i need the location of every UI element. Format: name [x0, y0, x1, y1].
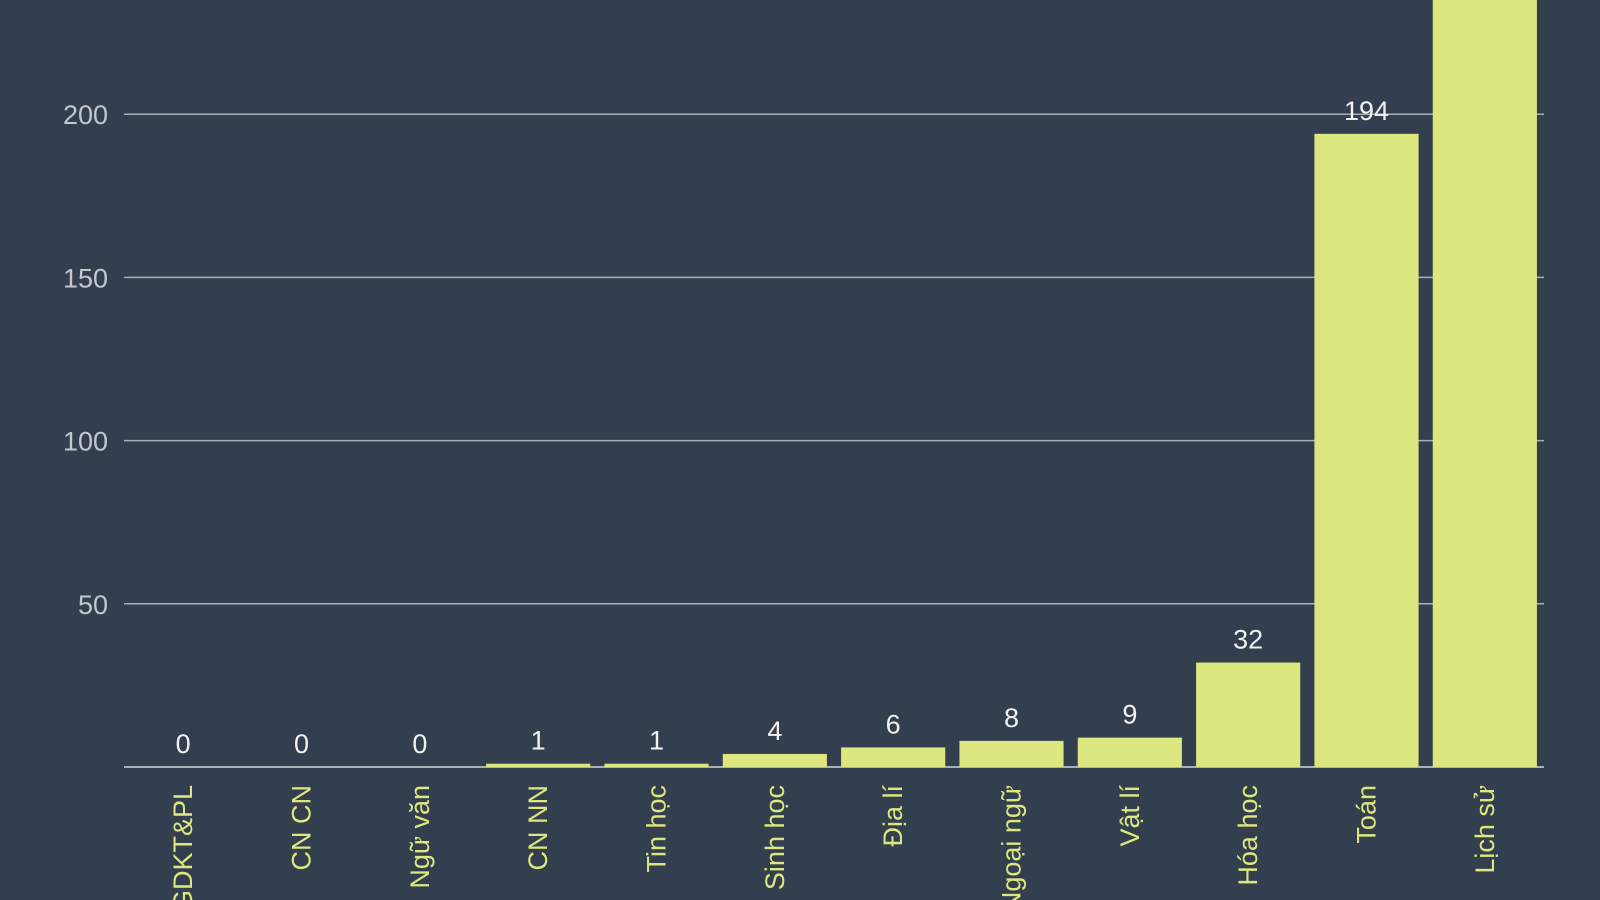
bar: [722, 753, 827, 767]
bar: [1432, 0, 1537, 768]
labels: 50 100 150 200 GDKT&PL 0 CN CN 0 Ngữ văn 0 CN NN 1 T…: [63, 96, 1500, 900]
grid: [124, 113, 1544, 768]
bar: [841, 747, 946, 767]
bar: [959, 740, 1064, 767]
x-tick-label: Vật lí: [1115, 785, 1145, 847]
x-tick-label: Toán: [1352, 785, 1382, 844]
y-tick-label: 150: [63, 263, 108, 293]
bar: [604, 763, 709, 767]
value-label: 8: [1004, 703, 1019, 733]
bar: [1196, 662, 1301, 767]
y-tick-label: 50: [78, 590, 108, 620]
x-tick-label: Hóa học: [1233, 785, 1263, 886]
x-tick-label: Sinh học: [760, 785, 790, 890]
x-tick-label: Lịch sử: [1470, 785, 1500, 874]
value-label: 9: [1122, 700, 1137, 730]
y-tick-label: 100: [63, 427, 108, 457]
value-label: 1: [531, 726, 546, 756]
bar: [1314, 133, 1419, 767]
bar: [486, 763, 591, 767]
x-tick-label: Địa lí: [878, 785, 908, 847]
x-tick-label: GDKT&PL: [168, 785, 198, 900]
value-label: 1: [649, 726, 664, 756]
x-tick-label: Ngữ văn: [405, 785, 435, 889]
bars: [486, 0, 1537, 768]
bar: [1077, 737, 1182, 767]
value-label: 4: [767, 716, 782, 746]
value-label: 0: [294, 729, 309, 759]
value-label: 32: [1233, 625, 1263, 655]
x-tick-label: Ngoại ngữ: [997, 785, 1027, 900]
value-label: 0: [412, 729, 427, 759]
value-label: 6: [886, 709, 901, 739]
value-label: 0: [176, 729, 191, 759]
y-tick-label: 200: [63, 100, 108, 130]
value-label: 194: [1344, 96, 1389, 126]
x-tick-label: Tin học: [642, 785, 672, 873]
x-tick-label: CN CN: [287, 785, 317, 871]
x-tick-label: CN NN: [523, 785, 553, 871]
